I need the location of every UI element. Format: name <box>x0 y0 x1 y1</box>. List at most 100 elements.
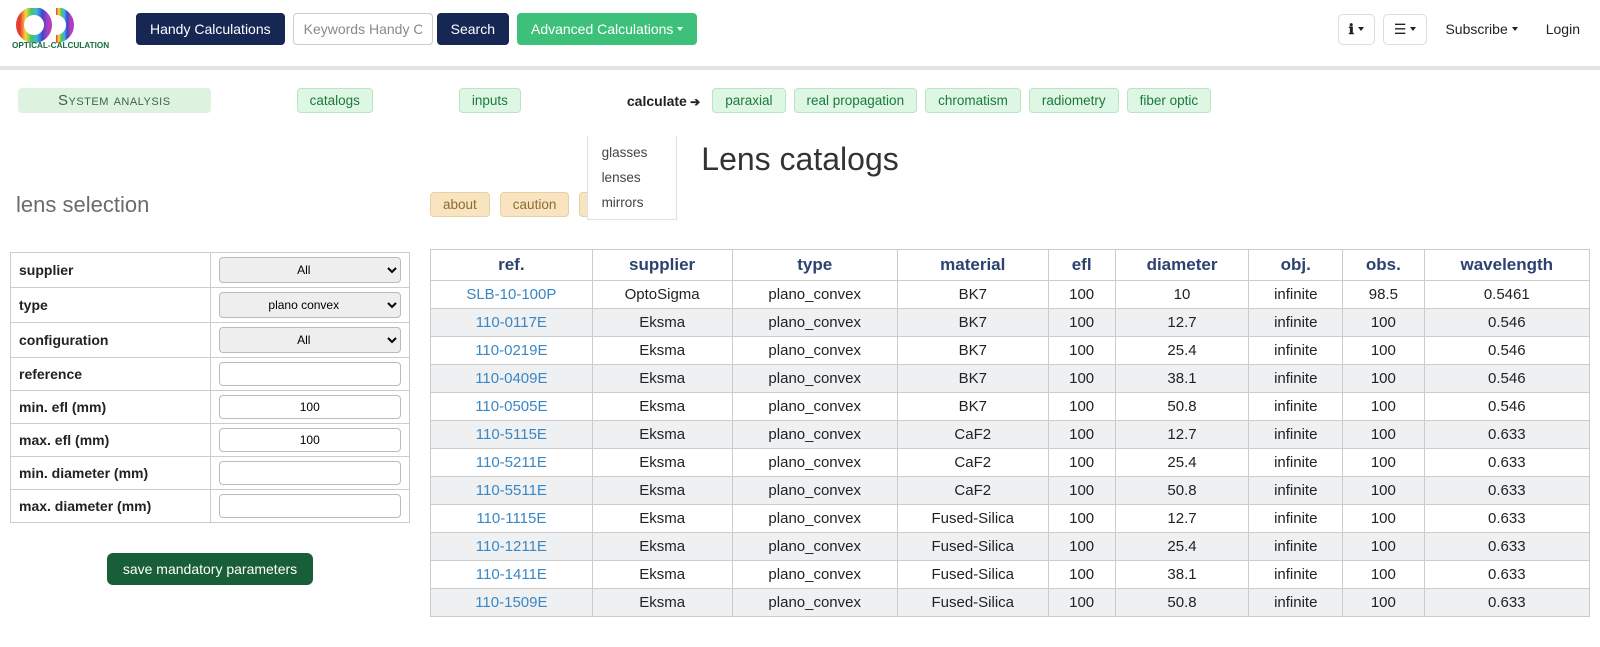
column-header-obj-[interactable]: obj. <box>1249 250 1343 281</box>
calc-tab-paraxial[interactable]: paraxial <box>712 88 785 113</box>
system-analysis-badge: System analysis <box>18 88 211 113</box>
catalogs-menu-item-mirrors[interactable]: mirrors <box>588 190 676 215</box>
table-cell: 50.8 <box>1115 477 1249 505</box>
ref-link[interactable]: 110-0409E <box>475 370 547 387</box>
filter-input-min-diameter-mm-[interactable] <box>219 461 402 485</box>
column-header-diameter[interactable]: diameter <box>1115 250 1249 281</box>
table-cell: 0.5461 <box>1424 281 1589 309</box>
table-cell: infinite <box>1249 337 1343 365</box>
ref-link[interactable]: 110-1411E <box>476 566 547 583</box>
filter-select-configuration[interactable]: All <box>219 327 402 353</box>
table-cell: plano_convex <box>732 365 897 393</box>
table-cell: 25.4 <box>1115 449 1249 477</box>
filter-row-min-efl-mm-: min. efl (mm) <box>11 391 410 424</box>
ref-link[interactable]: 110-1509E <box>475 594 547 611</box>
table-row: 110-1115EEksmaplano_convexFused-Silica10… <box>431 505 1590 533</box>
column-header-efl[interactable]: efl <box>1048 250 1115 281</box>
ref-link[interactable]: 110-1115E <box>476 510 546 527</box>
filter-table: supplierAlltypeplano convexconfiguration… <box>10 252 410 523</box>
table-cell: Fused-Silica <box>897 505 1048 533</box>
search-group: Search <box>293 13 509 45</box>
table-cell: plano_convex <box>732 337 897 365</box>
table-cell: Eksma <box>592 477 732 505</box>
column-header-wavelength[interactable]: wavelength <box>1424 250 1589 281</box>
table-cell: 0.633 <box>1424 533 1589 561</box>
table-cell: BK7 <box>897 365 1048 393</box>
table-cell: 100 <box>1048 393 1115 421</box>
table-cell: 100 <box>1048 337 1115 365</box>
catalogs-dropdown-wrap: catalogs glasseslensesmirrors <box>297 88 373 113</box>
calc-tab-chromatism[interactable]: chromatism <box>925 88 1021 113</box>
table-cell: 0.633 <box>1424 505 1589 533</box>
catalogs-menu-item-lenses[interactable]: lenses <box>588 165 676 190</box>
table-cell: 38.1 <box>1115 365 1249 393</box>
filter-row-reference: reference <box>11 358 410 391</box>
info-menu-button[interactable]: ℹ <box>1338 14 1375 45</box>
ref-link[interactable]: 110-1211E <box>476 538 547 555</box>
login-button[interactable]: Login <box>1536 15 1590 43</box>
table-cell: 0.633 <box>1424 477 1589 505</box>
filter-row-type: type plano convex <box>11 288 410 323</box>
table-cell: 0.633 <box>1424 561 1589 589</box>
topbar: OPTICAL-CALCULATION Handy Calculations S… <box>0 0 1600 70</box>
table-cell: 12.7 <box>1115 309 1249 337</box>
table-cell: 100 <box>1343 477 1424 505</box>
help-pill-about[interactable]: about <box>430 192 490 217</box>
ref-link[interactable]: 110-0219E <box>475 342 547 359</box>
filter-input-min-efl-mm-[interactable] <box>219 395 402 419</box>
table-cell: 25.4 <box>1115 337 1249 365</box>
filter-select-type[interactable]: plano convex <box>219 292 402 318</box>
chevron-down-icon <box>1410 27 1416 31</box>
ref-link[interactable]: SLB-10-100P <box>466 286 556 303</box>
content: lens selection supplierAlltypeplano conv… <box>0 192 1600 647</box>
catalogs-menu-item-glasses[interactable]: glasses <box>588 140 676 165</box>
table-row: 110-5115EEksmaplano_convexCaF210012.7inf… <box>431 421 1590 449</box>
table-cell: BK7 <box>897 393 1048 421</box>
advanced-calculations-button[interactable]: Advanced Calculations <box>517 13 697 45</box>
table-cell: 100 <box>1343 421 1424 449</box>
column-header-ref-[interactable]: ref. <box>431 250 593 281</box>
save-parameters-button[interactable]: save mandatory parameters <box>107 553 313 585</box>
table-cell: infinite <box>1249 421 1343 449</box>
table-row: 110-1411EEksmaplano_convexFused-Silica10… <box>431 561 1590 589</box>
search-input[interactable] <box>293 13 433 45</box>
ref-link[interactable]: 110-5211E <box>476 454 547 471</box>
search-button[interactable]: Search <box>437 13 509 45</box>
column-header-type[interactable]: type <box>732 250 897 281</box>
logo[interactable]: OPTICAL-CALCULATION <box>10 8 128 50</box>
ref-link[interactable]: 110-0117E <box>476 314 547 331</box>
svg-text:OPTICAL-CALCULATION: OPTICAL-CALCULATION <box>12 41 109 50</box>
filter-input-max-diameter-mm-[interactable] <box>219 494 402 518</box>
calc-tab-fiber-optic[interactable]: fiber optic <box>1127 88 1212 113</box>
table-cell: 0.633 <box>1424 421 1589 449</box>
filter-select-supplier[interactable]: All <box>219 257 402 283</box>
table-cell: 100 <box>1048 365 1115 393</box>
column-header-obs-[interactable]: obs. <box>1343 250 1424 281</box>
ref-link[interactable]: 110-5115E <box>476 426 547 443</box>
table-cell: OptoSigma <box>592 281 732 309</box>
lens-selection-heading: lens selection <box>16 192 410 218</box>
table-cell: 0.546 <box>1424 337 1589 365</box>
help-pill-caution[interactable]: caution <box>500 192 570 217</box>
filter-row-min-diameter-mm-: min. diameter (mm) <box>11 457 410 490</box>
filter-label: min. efl (mm) <box>11 391 211 424</box>
calc-tab-radiometry[interactable]: radiometry <box>1029 88 1119 113</box>
ref-link[interactable]: 110-0505E <box>475 398 547 415</box>
inputs-pill[interactable]: inputs <box>459 88 521 113</box>
filter-input-reference[interactable] <box>219 362 402 386</box>
calc-tab-real-propagation[interactable]: real propagation <box>794 88 918 113</box>
filter-input-max-efl-mm-[interactable] <box>219 428 402 452</box>
table-cell: 100 <box>1048 449 1115 477</box>
filter-label: type <box>11 288 211 323</box>
column-header-supplier[interactable]: supplier <box>592 250 732 281</box>
ref-link[interactable]: 110-5511E <box>476 482 547 499</box>
table-cell: 0.546 <box>1424 365 1589 393</box>
table-cell: 100 <box>1048 477 1115 505</box>
subscribe-button[interactable]: Subscribe <box>1435 15 1527 43</box>
table-cell: infinite <box>1249 505 1343 533</box>
handy-calculations-button[interactable]: Handy Calculations <box>136 13 285 45</box>
column-header-material[interactable]: material <box>897 250 1048 281</box>
table-cell: CaF2 <box>897 421 1048 449</box>
catalogs-pill[interactable]: catalogs <box>297 88 373 113</box>
list-menu-button[interactable]: ☰ <box>1383 14 1428 45</box>
